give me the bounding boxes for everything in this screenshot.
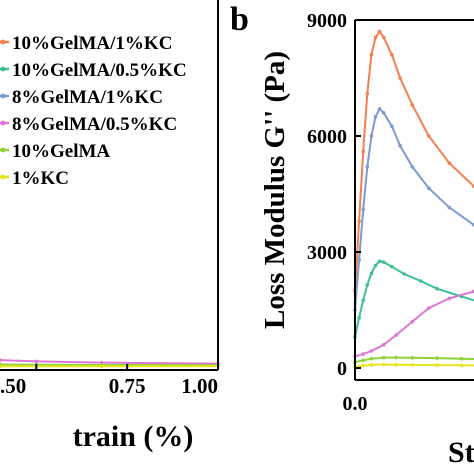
panel-b-point-8pctgelma-1pctkc [410,165,415,169]
panel-a-x-tick-label: 0.75 [109,374,146,398]
panel-b-point-8pctgelma-0-5pctkc [394,333,398,337]
panel-b-y-ticks: 0 3000 6000 9000 [307,10,361,380]
panel-b-point-8pctgelma-1pctkc [373,114,378,119]
panel-a-legend: 10%GelMA/1%KC 10%GelMA/0.5%KC 8%GelMA/1%KC… [0,33,187,189]
panel-b-y-tick-label: 9000 [307,10,347,32]
panel-b-point-8pctgelma-1pctkc [369,134,374,138]
panel-b-point-8pctgelma-1pctkc [398,143,402,148]
panel-b-point-8pctgelma-1pctkc [447,205,452,210]
panel-b-point-8pctgelma-0-5pctkc [410,319,415,324]
panel-a-x-tick-label: 1.00 [181,374,218,398]
panel-b-point-10pctgelma [459,356,464,361]
panel-b-point-10pctgelma [361,358,366,363]
panel-b-point-8pctgelma-1pctkc [357,257,361,262]
panel-b-point-1pctkc [361,363,366,368]
panel-b-point-10pctgelma-1pctkc [373,35,378,40]
panel-b-y-tick-label: 0 [337,358,347,380]
panel-a-x-tick-label: .50 [0,374,26,398]
panel-b-point-1pctkc [369,363,374,367]
panel-b-point-8pctgelma-0-5pctkc [361,352,366,356]
panel-b-point-10pctgelma-1pctkc [361,149,366,154]
panel-b-point-8pctgelma-0-5pctkc [369,349,374,353]
panel-b-point-10pctgelma-1pctkc [398,76,402,80]
panel-b-point-10pctgelma-1pctkc [365,91,370,96]
panel-b-point-10pctgelma-0-5pctkc [365,283,370,287]
panel-b-point-10pctgelma-1pctkc [410,103,415,107]
panel-b-point-8pctgelma-1pctkc [361,207,366,212]
legend-label-1pctkc: 1%KC [12,168,69,189]
panel-b-point-10pctgelma-1pctkc [427,134,431,138]
panel-b-x-ticks: 0.00.2 [343,374,368,415]
legend-label-10pctgelma-0-5pctkc: 10%GelMA/0.5%KC [12,60,187,81]
panel-b-label: b [230,1,249,38]
panel-b-point-8pctgelma-1pctkc [365,165,370,169]
panel-b-point-10pctgelma-0-5pctkc [373,263,378,268]
legend-marker-10pctgelma-1pctkc [0,39,6,45]
legend-marker-8pctgelma-1pctkc [0,93,6,99]
panel-b-point-10pctgelma-1pctkc [369,53,374,57]
legend-label-8pctgelma-0-5pctkc: 8%GelMA/0.5%KC [12,114,177,135]
panel-b-point-10pctgelma-0-5pctkc [369,271,374,276]
panel-a-point-8pctgelma-0-5pctkc [0,358,2,362]
panel-a-point-1pctkc [99,364,104,369]
panel-a-x-ticks: .50 0.75 1.00 [0,364,219,398]
panel-b-point-8pctgelma-0-5pctkc [427,306,431,310]
panel-b-point-8pctgelma-0-5pctkc [447,296,452,301]
panel-b-point-8pctgelma-1pctkc [390,124,394,129]
panel-b-point-10pctgelma [381,355,386,360]
panel-b-x-axis-label: St [448,436,474,469]
panel-b-x-tick-label: 0.0 [343,393,368,415]
panel-b-point-10pctgelma-1pctkc [377,29,382,34]
panel-a-line-8pctgelma-0-5pctkc [0,359,219,365]
panel-a: .50 0.75 1.00 10%GelMA/1%KC 10%GelMA/0.5%KC… [0,0,220,453]
panel-b-point-1pctkc [410,363,415,367]
panel-b-point-8pctgelma-0-5pctkc [381,343,386,347]
panel-a-point-8pctgelma-0-5pctkc [34,359,39,364]
panel-b-point-8pctgelma-1pctkc [427,186,431,190]
panel-b-point-10pctgelma-0-5pctkc [377,259,382,264]
panel-b-point-10pctgelma-0-5pctkc [435,286,439,291]
legend-marker-10pctgelma-0-5pctkc [0,66,6,72]
legend-label-10pctgelma-1pctkc: 10%GelMA/1%KC [12,33,172,54]
panel-a-x-axis-label: train (%) [73,420,194,453]
legend-marker-8pctgelma-0-5pctkc [0,120,6,126]
panel-a-series [0,358,220,369]
panel-b-y-tick-label: 3000 [307,242,347,264]
panel-b-y-axis-label: Loss Modulus G'' (Pa) [259,51,291,329]
panel-b-point-10pctgelma-0-5pctkc [390,264,394,269]
panel-b-line-8pctgelma-0-5pctkc [354,290,474,358]
panel-b-point-8pctgelma-1pctkc [381,111,386,115]
panel-b-point-10pctgelma-0-5pctkc [381,260,386,264]
panel-b-series [353,29,474,369]
panel-b-point-8pctgelma-1pctkc [377,107,382,111]
legend-label-10pctgelma: 10%GelMA [12,141,110,162]
panel-b-point-10pctgelma [394,355,398,360]
panel-b-point-10pctgelma-1pctkc [390,53,394,57]
panel-a-line-10pctgelma [0,363,219,367]
panel-b-point-1pctkc [459,363,464,368]
panel-a-point-1pctkc [0,364,2,369]
panel-b: b Loss Modulus G'' (Pa) 0 3000 6000 9000 0.… [230,1,474,469]
panel-b-point-10pctgelma-0-5pctkc [361,298,366,303]
legend-marker-1pctkc [0,174,6,180]
panel-b-y-tick-label: 6000 [307,126,347,148]
panel-b-point-10pctgelma [410,356,415,360]
panel-b-line-10pctgelma-1pctkc [354,29,474,291]
panel-b-point-10pctgelma-0-5pctkc [402,272,407,276]
panel-b-point-10pctgelma [435,356,439,360]
legend-label-8pctgelma-1pctkc: 8%GelMA/1%KC [12,87,163,108]
panel-b-point-10pctgelma [369,356,374,361]
panel-b-point-10pctgelma-1pctkc [357,219,361,223]
panel-b-point-1pctkc [435,363,439,367]
panel-b-line-10pctgelma-0-5pctkc [354,260,474,338]
panel-b-point-10pctgelma-0-5pctkc [418,279,423,283]
panel-b-point-1pctkc [381,362,386,367]
panel-b-point-10pctgelma-1pctkc [381,35,386,40]
panel-b-line-8pctgelma-1pctkc [354,107,474,311]
panel-b-point-10pctgelma-0-5pctkc [357,315,361,320]
legend-marker-10pctgelma [0,147,6,153]
panel-b-point-1pctkc [394,362,398,367]
panel-b-point-10pctgelma-1pctkc [447,161,452,165]
